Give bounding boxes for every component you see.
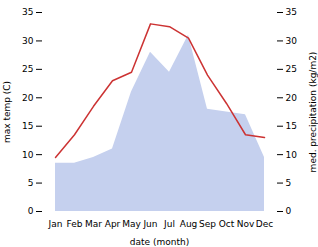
- svg-text:15: 15: [286, 121, 297, 131]
- svg-text:med. precipitation (kg/m2): med. precipitation (kg/m2): [308, 52, 318, 173]
- svg-text:date (month): date (month): [130, 237, 189, 247]
- svg-text:Oct: Oct: [219, 219, 235, 229]
- svg-text:35: 35: [22, 7, 33, 17]
- svg-text:5: 5: [28, 178, 34, 188]
- svg-text:25: 25: [22, 64, 33, 74]
- svg-text:May: May: [122, 219, 141, 229]
- svg-text:Jul: Jul: [163, 219, 175, 229]
- svg-text:Jan: Jan: [48, 219, 63, 229]
- svg-text:5: 5: [286, 178, 292, 188]
- svg-text:Mar: Mar: [85, 219, 102, 229]
- svg-text:10: 10: [22, 150, 34, 160]
- svg-text:Nov: Nov: [237, 219, 255, 229]
- svg-text:10: 10: [286, 150, 298, 160]
- svg-text:15: 15: [22, 121, 33, 131]
- svg-text:Dec: Dec: [256, 219, 273, 229]
- svg-text:Feb: Feb: [67, 219, 83, 229]
- svg-text:30: 30: [286, 36, 298, 46]
- svg-text:Aug: Aug: [180, 219, 198, 229]
- svg-text:0: 0: [286, 206, 292, 216]
- svg-text:20: 20: [22, 93, 34, 103]
- svg-text:0: 0: [28, 206, 34, 216]
- svg-text:35: 35: [286, 7, 297, 17]
- svg-text:Sep: Sep: [199, 219, 216, 229]
- svg-text:20: 20: [286, 93, 298, 103]
- svg-text:30: 30: [22, 36, 34, 46]
- svg-text:max temp (C): max temp (C): [2, 81, 12, 143]
- svg-text:25: 25: [286, 64, 297, 74]
- svg-text:Jun: Jun: [142, 219, 157, 229]
- svg-text:Apr: Apr: [105, 219, 121, 229]
